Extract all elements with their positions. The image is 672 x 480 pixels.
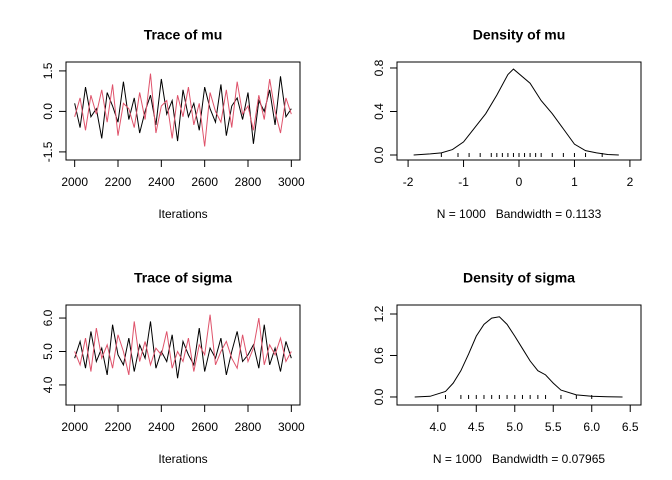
x-tick-label: -1 [458,175,469,189]
x-tick-label: 2 [627,175,634,189]
x-axis-label: N = 1000 Bandwidth = 0.07965 [433,452,605,466]
data-line [74,321,292,379]
y-tick-label: 6.0 [41,309,55,326]
x-tick-label: 0 [516,175,523,189]
x-tick-label: 2000 [61,420,88,434]
y-tick-label: 1.5 [41,62,55,79]
x-axis-label: N = 1000 Bandwidth = 0.1133 [437,207,602,221]
data-line [74,314,292,376]
plot-box [396,304,642,406]
x-tick-label: 5.5 [545,420,562,434]
y-tick-label: 1.2 [372,305,386,322]
x-tick-label: 4.0 [429,420,446,434]
x-tick-label: 2000 [61,175,88,189]
x-tick-label: 5.0 [506,420,523,434]
x-tick-label: 2400 [148,420,175,434]
plot-box [396,61,642,161]
data-line [74,76,292,144]
y-tick-label: 0.8 [372,59,386,76]
x-tick-label: 2400 [148,175,175,189]
x-tick-label: 1 [571,175,578,189]
y-tick-label: 0.4 [372,103,386,120]
x-tick-label: 2200 [105,420,132,434]
x-tick-label: 2600 [191,420,218,434]
panel-title: Density of mu [473,27,566,43]
x-tick-label: 2800 [235,175,262,189]
y-tick-label: 0.0 [372,146,386,163]
x-axis-label: Iterations [158,452,207,466]
panel-title: Trace of mu [144,27,223,43]
x-tick-label: 2600 [191,175,218,189]
y-tick-label: 4.0 [41,376,55,393]
data-line [413,68,619,156]
x-tick-label: 3000 [278,420,305,434]
data-line [414,316,623,398]
x-tick-label: 2200 [105,175,132,189]
y-tick-label: 0.6 [372,347,386,364]
y-tick-label: 0.0 [41,103,55,120]
x-tick-label: -2 [403,175,414,189]
y-tick-label: 0.0 [372,388,386,405]
x-tick-label: 6.5 [622,420,639,434]
x-axis-label: Iterations [158,207,207,221]
x-tick-label: 4.5 [468,420,485,434]
y-tick-label: -1.5 [41,141,55,162]
x-tick-label: 2800 [235,420,262,434]
panel-title: Density of sigma [463,270,575,286]
data-line [74,73,292,147]
x-tick-label: 3000 [278,175,305,189]
x-tick-label: 6.0 [583,420,600,434]
panel-title: Trace of sigma [134,270,232,286]
y-tick-label: 5.0 [41,343,55,360]
